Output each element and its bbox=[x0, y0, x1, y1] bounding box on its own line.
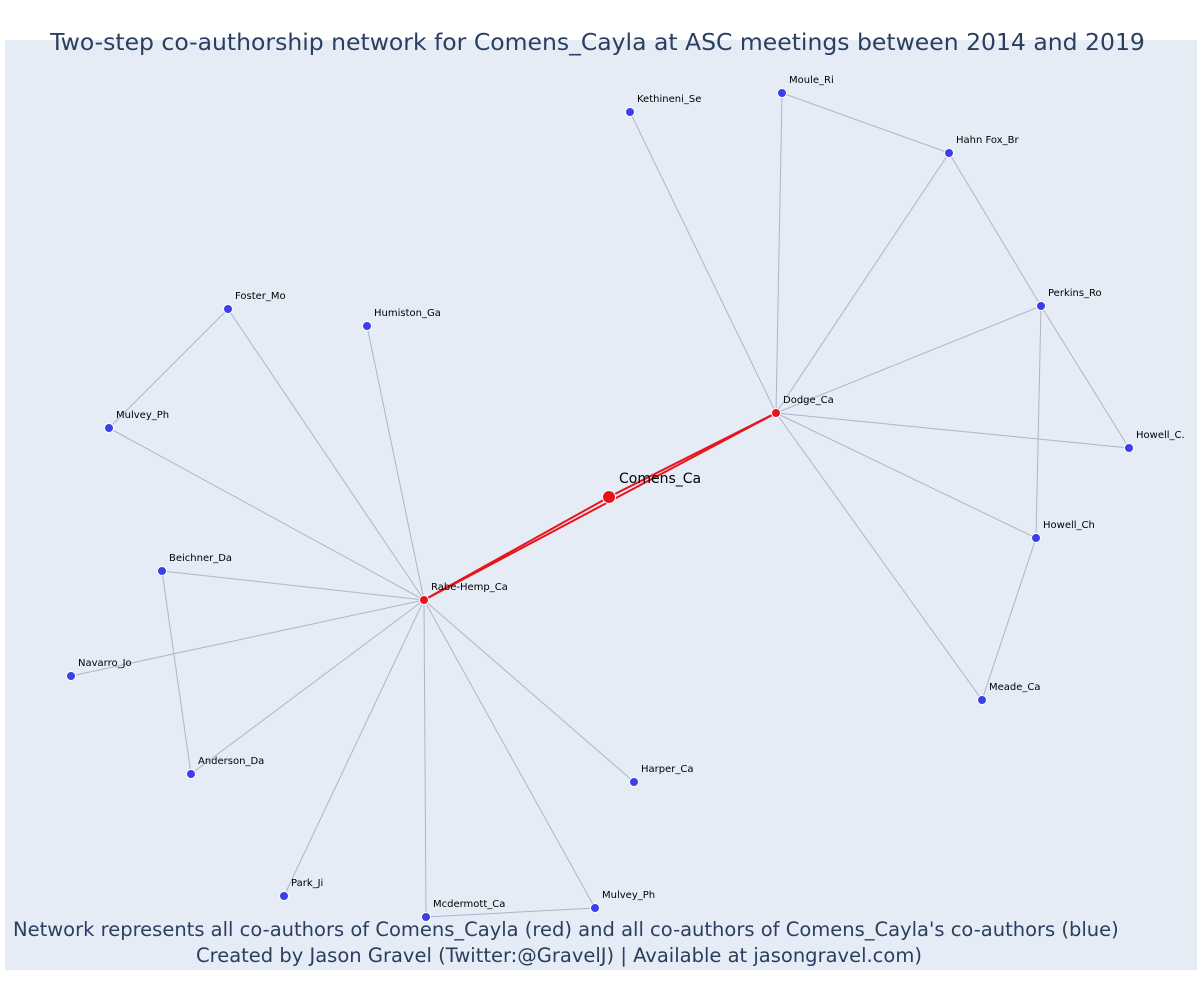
node-label-anderson: Anderson_Da bbox=[198, 756, 264, 767]
node-label-kethineni: Kethineni_Se bbox=[637, 94, 701, 105]
edge-rabe-mulvey2 bbox=[423, 599, 596, 909]
edge-perkins-howellch bbox=[1035, 305, 1042, 539]
node-label-dodge: Dodge_Ca bbox=[783, 395, 834, 406]
node-label-howellch: Howell_Ch bbox=[1043, 520, 1095, 531]
node-label-hahnfox: Hahn Fox_Br bbox=[956, 135, 1019, 146]
edge-howellch-meade bbox=[981, 537, 1037, 701]
network-plot-area: Comens_Ca Dodge_Ca Rabe-Hemp_Ca Kethineni_S… bbox=[5, 40, 1197, 970]
node-label-foster: Foster_Mo bbox=[235, 291, 286, 302]
edge-rabe-mulvey1 bbox=[108, 427, 425, 601]
node-label-rabe: Rabe-Hemp_Ca bbox=[431, 582, 508, 593]
node-howellc[interactable] bbox=[1124, 443, 1134, 453]
nodes-layer bbox=[66, 88, 1134, 922]
footer-credit: Created by Jason Gravel (Twitter:@Gravel… bbox=[196, 944, 922, 967]
edge-rabe-foster bbox=[227, 308, 425, 601]
node-humiston[interactable] bbox=[362, 321, 372, 331]
edge-foster-mulvey1 bbox=[108, 308, 229, 429]
node-label-beichner: Beichner_Da bbox=[169, 553, 232, 564]
node-hahnfox[interactable] bbox=[944, 148, 954, 158]
edge-rabe-beichner bbox=[161, 570, 425, 601]
node-label-comens: Comens_Ca bbox=[619, 471, 701, 487]
edge-rabe-dodge bbox=[423, 412, 777, 601]
edge-rabe-mcdermott bbox=[423, 599, 427, 918]
footer-note: Network represents all co-authors of Com… bbox=[13, 918, 1119, 941]
node-mulvey1[interactable] bbox=[104, 423, 114, 433]
edge-hahnfox-perkins bbox=[948, 152, 1042, 307]
node-label-navarro: Navarro_Jo bbox=[78, 658, 132, 669]
edge-rabe-park bbox=[283, 599, 425, 897]
node-mulvey2[interactable] bbox=[590, 903, 600, 913]
node-label-mulvey1: Mulvey_Ph bbox=[116, 410, 169, 421]
edge-beichner-anderson bbox=[161, 570, 192, 775]
edge-dodge-kethineni bbox=[629, 111, 777, 414]
labels-layer: Comens_Ca Dodge_Ca Rabe-Hemp_Ca Kethineni_S… bbox=[78, 75, 1185, 910]
edge-rabe-anderson bbox=[190, 599, 425, 775]
node-meade[interactable] bbox=[977, 695, 987, 705]
node-dodge[interactable] bbox=[771, 408, 781, 418]
node-mcdermott[interactable] bbox=[421, 912, 431, 922]
node-label-mcdermott: Mcdermott_Ca bbox=[433, 899, 505, 910]
edge-rabe-harper bbox=[423, 599, 635, 783]
node-label-meade: Meade_Ca bbox=[989, 682, 1041, 693]
edge-dodge-meade bbox=[775, 412, 983, 701]
edge-perkins-howellc bbox=[1040, 305, 1130, 449]
edge-rabe-navarro bbox=[70, 599, 425, 677]
node-label-mulvey2: Mulvey_Ph bbox=[602, 890, 655, 901]
node-anderson[interactable] bbox=[186, 769, 196, 779]
node-label-park: Park_Ji bbox=[291, 878, 323, 889]
network-graph: Comens_Ca Dodge_Ca Rabe-Hemp_Ca Kethineni_S… bbox=[66, 75, 1185, 922]
node-harper[interactable] bbox=[629, 777, 639, 787]
node-foster[interactable] bbox=[223, 304, 233, 314]
node-label-harper: Harper_Ca bbox=[641, 764, 693, 775]
node-perkins[interactable] bbox=[1036, 301, 1046, 311]
edge-dodge-hahnfox bbox=[775, 152, 950, 414]
node-comens[interactable] bbox=[602, 490, 616, 504]
chart-title: Two-step co-authorship network for Comen… bbox=[50, 28, 1145, 56]
edge-dodge-perkins bbox=[775, 305, 1042, 414]
node-label-moule: Moule_Ri bbox=[789, 75, 834, 86]
node-rabe[interactable] bbox=[419, 595, 429, 605]
node-howellch[interactable] bbox=[1031, 533, 1041, 543]
edge-mcdermott-mulvey2 bbox=[425, 907, 596, 918]
node-label-howellc: Howell_C. bbox=[1136, 430, 1185, 441]
node-kethineni[interactable] bbox=[625, 107, 635, 117]
edge-dodge-moule bbox=[775, 92, 783, 414]
node-beichner[interactable] bbox=[157, 566, 167, 576]
node-label-humiston: Humiston_Ga bbox=[374, 308, 441, 319]
edge-moule-hahnfox bbox=[781, 92, 950, 154]
node-moule[interactable] bbox=[777, 88, 787, 98]
node-park[interactable] bbox=[279, 891, 289, 901]
edges-layer bbox=[70, 92, 1130, 918]
edge-rabe-humiston bbox=[366, 325, 425, 601]
node-navarro[interactable] bbox=[66, 671, 76, 681]
edge-dodge-howellc bbox=[775, 412, 1130, 449]
edge-dodge-howellch bbox=[775, 412, 1037, 539]
node-label-perkins: Perkins_Ro bbox=[1048, 288, 1102, 299]
